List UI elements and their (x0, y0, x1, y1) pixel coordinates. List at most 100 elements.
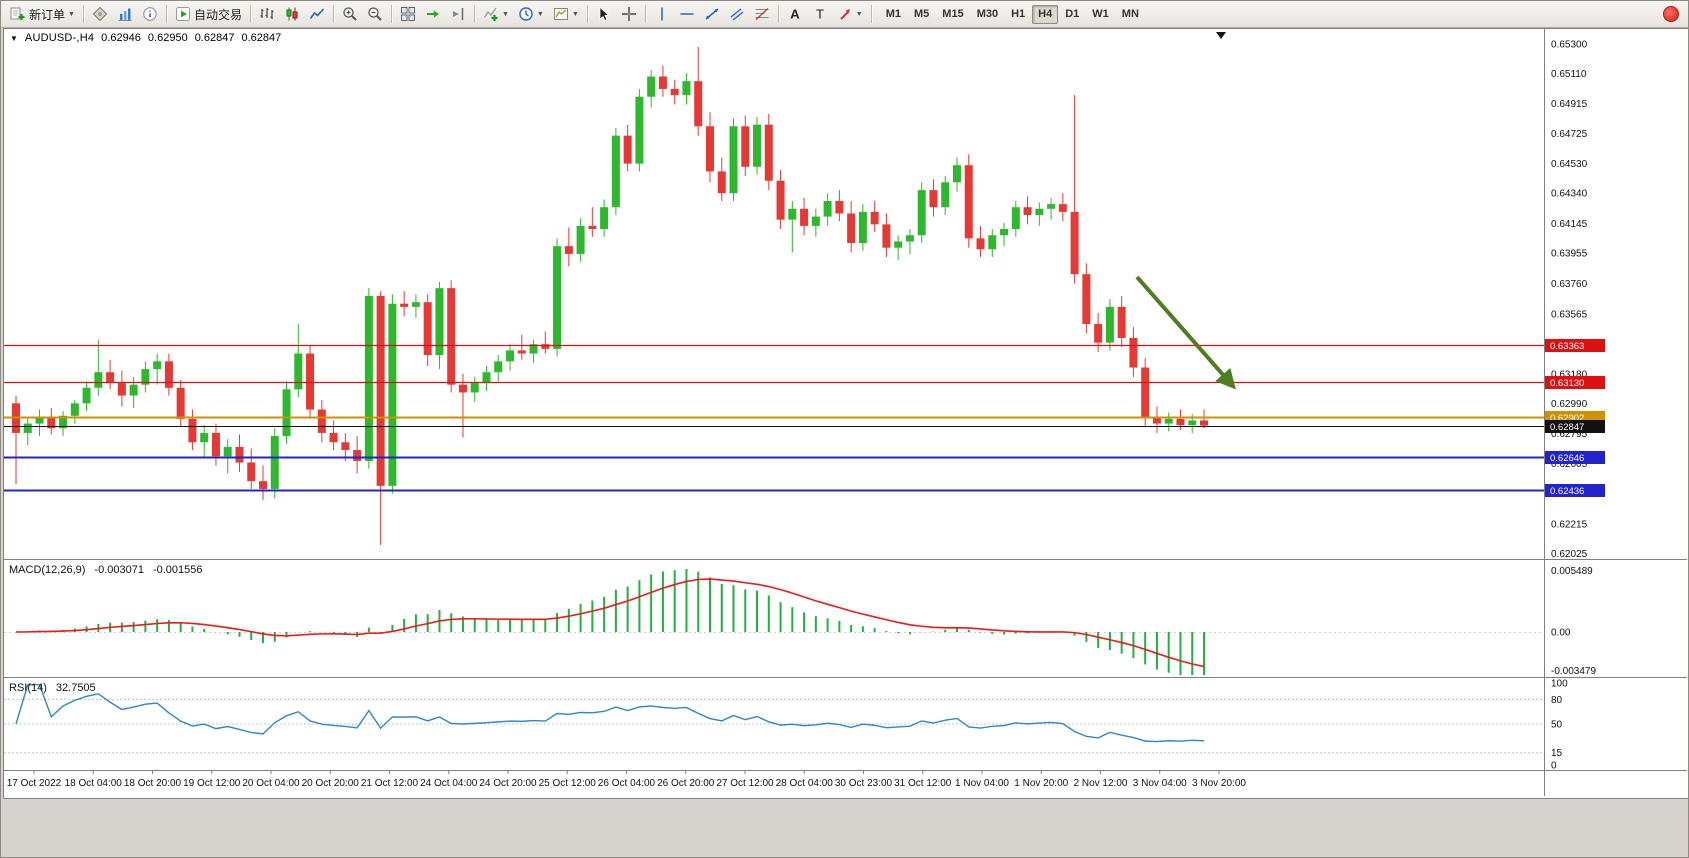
price-tag (1545, 339, 1605, 352)
candle (623, 124, 632, 172)
candle (1047, 197, 1056, 220)
candle (247, 448, 256, 489)
arrows-tool-button[interactable]: ▼ (833, 2, 867, 27)
zoom-in-button[interactable] (338, 2, 362, 27)
crosshair-tool-button[interactable] (617, 2, 641, 27)
trendline-tool-button[interactable] (700, 2, 724, 27)
new-order-button[interactable]: 新订单 ▼ (6, 2, 79, 27)
chart-shift-button[interactable] (446, 2, 470, 27)
candle (847, 200, 856, 253)
timeframe-toolbar: M1 M5 M15 M30 H1 H4 D1 W1 MN (880, 4, 1145, 24)
price-level-resistance[interactable]: 0.63363 (4, 339, 1605, 352)
rsi-axis-label: 0 (1551, 761, 1557, 772)
candle (553, 238, 562, 357)
chart-collapse-icon[interactable]: ▼ (10, 33, 18, 43)
price-tick-label: 0.64530 (1551, 159, 1588, 170)
candle (1200, 409, 1208, 429)
candle (823, 193, 832, 226)
price-level-support[interactable]: 0.62436 (4, 484, 1605, 497)
candle (353, 436, 362, 474)
candle (1129, 327, 1138, 377)
time-axis-label: 24 Oct 20:00 (479, 778, 537, 789)
candle (235, 434, 244, 472)
macd-label-row: MACD(12,26,9) -0.003071 -0.001556 (9, 564, 203, 576)
zoom-out-icon (368, 7, 382, 21)
timeframe-h4-button[interactable]: H4 (1032, 4, 1059, 24)
profiles-button[interactable] (88, 2, 112, 27)
vertical-line-tool-button[interactable] (650, 2, 674, 27)
timeframe-d1-button[interactable]: D1 (1065, 7, 1080, 20)
auto-scroll-button[interactable] (421, 2, 445, 27)
candle (211, 423, 220, 466)
market-watch-button[interactable] (113, 2, 137, 27)
candle (717, 157, 726, 201)
text-tool-button[interactable]: A (783, 2, 807, 27)
candle (647, 70, 656, 108)
candle (905, 229, 914, 254)
indicators-button[interactable]: ▼ (479, 2, 513, 27)
price-level-support[interactable]: 0.62646 (4, 451, 1605, 464)
chart-canvas[interactable]: 0.65300 0.65110 0.64915 0.64725 0.64530 0.643… (4, 29, 1687, 796)
toolbar-separator (473, 5, 475, 23)
rsi-name: RSI(14) (9, 682, 47, 694)
price-tick-label: 0.64915 (1551, 99, 1588, 110)
timeframe-m30-button[interactable]: M30 (976, 7, 999, 20)
toolbar: 新订单 ▼ 自动交易 ▼ ▼ ▼ (1, 1, 1688, 28)
toolbar-separator (777, 5, 779, 23)
candlestick-mode-button[interactable] (280, 2, 304, 27)
label-tool-button[interactable]: T (808, 2, 832, 27)
candle (917, 182, 926, 244)
channel-tool-button[interactable] (725, 2, 749, 27)
price-tick-label: 0.64145 (1551, 219, 1588, 230)
zoom-out-button[interactable] (363, 2, 387, 27)
price-tag-label: 0.62436 (1550, 486, 1584, 497)
candle (1011, 200, 1020, 237)
candle (153, 353, 162, 385)
timeframe-w1-button[interactable]: W1 (1092, 7, 1109, 20)
svg-text:T: T (816, 7, 824, 22)
horizontal-line-tool-button[interactable] (675, 2, 699, 27)
candle (341, 432, 350, 461)
market-watch-icon (118, 8, 132, 21)
chart-shift-marker[interactable] (1216, 32, 1226, 39)
candle (47, 408, 56, 435)
data-window-button[interactable] (138, 2, 162, 27)
timeframe-mn-button[interactable]: MN (1121, 7, 1139, 20)
price-tag-label: 0.62902 (1550, 413, 1584, 424)
candle (858, 204, 867, 251)
macd-main-value: -0.003071 (94, 564, 144, 576)
ohlc-bars-icon (260, 8, 274, 19)
candle (1141, 358, 1150, 427)
chart-background (4, 29, 1687, 796)
candle (835, 190, 844, 222)
chevron-down-icon: ▼ (536, 10, 544, 18)
notification-badge-icon[interactable] (1663, 6, 1679, 22)
periods-button[interactable]: ▼ (514, 2, 548, 27)
line-chart-mode-button[interactable] (305, 2, 329, 27)
fibonacci-tool-button[interactable] (750, 2, 774, 27)
price-level-current[interactable]: 0.62847 (4, 420, 1605, 433)
timeframe-m1-button[interactable]: M1 (885, 7, 901, 20)
candle (423, 294, 432, 366)
price-tick-label: 0.63955 (1551, 249, 1588, 260)
timeframe-m15-button[interactable]: M15 (942, 7, 964, 20)
timeframe-h1-button[interactable]: H1 (1011, 7, 1026, 20)
candle (1000, 222, 1009, 247)
channel-icon (730, 8, 744, 21)
candle (1117, 295, 1126, 348)
tile-windows-button[interactable] (396, 2, 420, 27)
candle (870, 200, 879, 233)
timeframe-m5-button[interactable]: M5 (914, 7, 930, 20)
autotrading-button[interactable]: 自动交易 (171, 2, 246, 27)
bar-chart-mode-button[interactable] (255, 2, 279, 27)
text-t-icon: T (816, 7, 824, 22)
trend-arrow-annotation[interactable] (1135, 275, 1236, 390)
candle (729, 118, 738, 201)
chevron-down-icon: ▼ (855, 10, 863, 18)
price-tag-label: 0.62847 (1550, 422, 1584, 433)
templates-button[interactable]: ▼ (549, 2, 583, 27)
cursor-tool-button[interactable] (592, 2, 616, 27)
tile-windows-icon (400, 7, 415, 21)
macd-axis-label: 0.00 (1551, 628, 1571, 639)
price-level-resistance[interactable]: 0.63130 (4, 376, 1605, 389)
